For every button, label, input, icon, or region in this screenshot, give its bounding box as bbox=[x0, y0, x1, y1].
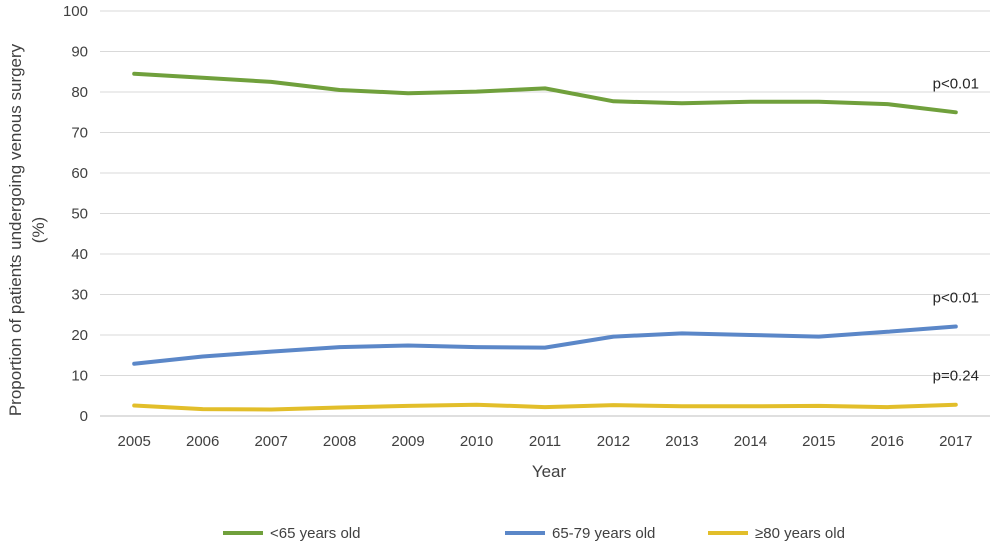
y-tick-label: 60 bbox=[71, 165, 88, 182]
series-annotation: p<0.01 bbox=[933, 75, 979, 92]
y-tick-label: 70 bbox=[71, 125, 88, 142]
x-axis-label: Year bbox=[532, 462, 567, 481]
x-tick-label: 2008 bbox=[323, 433, 356, 450]
x-tick-label: 2017 bbox=[939, 433, 972, 450]
legend: <65 years old 65-79 years old ≥80 years ol… bbox=[223, 525, 845, 542]
y-tick-label: 90 bbox=[71, 44, 88, 61]
significance-annotations: p<0.01 p<0.01 p=0.24 bbox=[933, 75, 979, 384]
series-line-1 bbox=[132, 324, 958, 366]
x-tick-label: 2011 bbox=[529, 433, 561, 450]
x-tick-label: 2010 bbox=[460, 433, 493, 450]
y-axis-label: Proportion of patients undergoing venous… bbox=[6, 43, 48, 416]
y-axis-ticks: 0 10 20 30 40 50 60 70 80 90 100 bbox=[63, 3, 88, 425]
y-tick-label: 0 bbox=[80, 408, 88, 425]
series-line-0 bbox=[132, 71, 958, 115]
x-tick-label: 2014 bbox=[734, 433, 767, 450]
gridlines bbox=[100, 10, 990, 417]
y-tick-label: 100 bbox=[63, 3, 88, 20]
x-tick-label: 2012 bbox=[597, 433, 630, 450]
y-axis-label-line-2: (%) bbox=[29, 217, 48, 243]
y-tick-label: 50 bbox=[71, 206, 88, 223]
legend-label: 65-79 years old bbox=[552, 525, 655, 542]
y-tick-label: 10 bbox=[71, 368, 88, 385]
y-tick-label: 80 bbox=[71, 84, 88, 101]
y-axis-label-line-1: Proportion of patients undergoing venous… bbox=[6, 43, 25, 416]
x-tick-label: 2009 bbox=[391, 433, 424, 450]
y-tick-label: 30 bbox=[71, 287, 88, 304]
legend-label: <65 years old bbox=[270, 525, 360, 542]
y-tick-label: 20 bbox=[71, 327, 88, 344]
legend-label: ≥80 years old bbox=[755, 525, 845, 542]
x-axis-ticks: 2005 2006 2007 2008 2009 2010 2011 2012 2013 2014… bbox=[118, 433, 973, 450]
x-tick-label: 2015 bbox=[802, 433, 835, 450]
y-tick-label: 40 bbox=[71, 246, 88, 263]
x-tick-label: 2013 bbox=[665, 433, 698, 450]
series-annotation: p<0.01 bbox=[933, 289, 979, 306]
series-line-2 bbox=[132, 402, 958, 412]
series-lines bbox=[132, 71, 958, 412]
x-tick-label: 2016 bbox=[871, 433, 904, 450]
series-annotation: p=0.24 bbox=[933, 368, 979, 385]
x-tick-label: 2007 bbox=[254, 433, 287, 450]
x-tick-label: 2006 bbox=[186, 433, 219, 450]
x-tick-label: 2005 bbox=[118, 433, 151, 450]
